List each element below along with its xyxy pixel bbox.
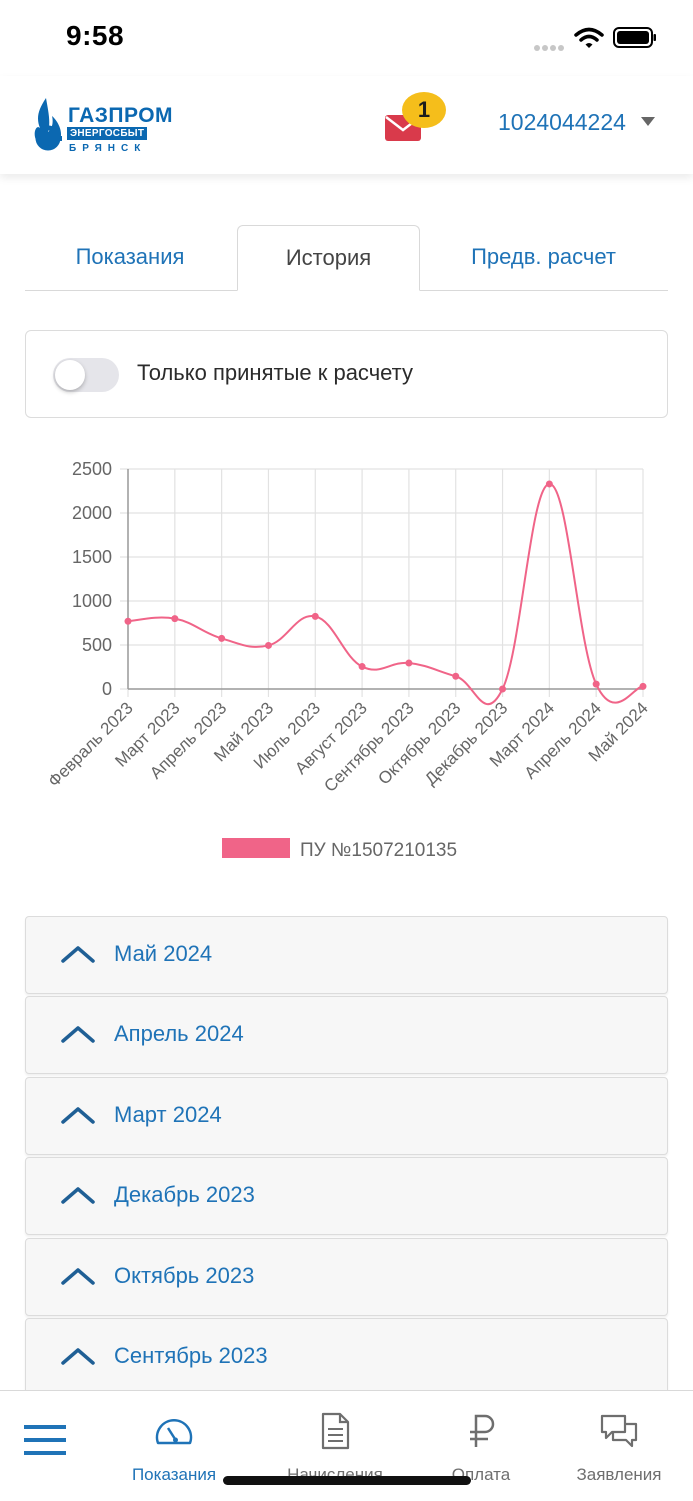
app-header: ГАЗПРОМ ЭНЕРГОСБЫТ БРЯНСК 1 1024044224 [0,76,693,174]
data-point [264,641,272,649]
data-point [639,682,647,690]
history-item[interactable]: Март 2024 [25,1077,668,1155]
ruble-icon [470,1414,495,1447]
history-item-label: Март 2024 [114,1102,222,1127]
tabs: Показания История Предв. расчет [25,225,668,291]
data-point [545,480,553,488]
y-tick-label: 2000 [72,503,112,523]
history-item-label: Октябрь 2023 [114,1263,255,1288]
notification-badge: 1 [402,92,446,128]
nav-readings[interactable]: Показания [105,1391,243,1501]
data-point [171,615,179,623]
nav-readings-label: Показания [131,1465,217,1484]
filter-label: Только принятые к расчету [137,360,413,385]
x-tick-label: Декабрь 2023 [421,698,511,788]
battery-icon [613,27,656,48]
toggle-knob [55,360,85,390]
data-point [592,680,600,688]
legend-swatch [222,838,290,858]
y-tick-label: 2500 [72,459,112,479]
legend-label: ПУ №1507210135 [300,840,457,861]
chevron-up-icon [61,1268,95,1285]
history-item[interactable]: Октябрь 2023 [25,1238,668,1316]
history-item-label: Декабрь 2023 [114,1182,255,1207]
data-point [499,685,507,693]
data-point [405,659,413,667]
data-point [124,617,132,625]
tab-history[interactable]: История [237,225,420,291]
chevron-up-icon [61,1348,95,1365]
history-item[interactable]: Май 2024 [25,916,668,994]
chevron-up-icon [61,946,95,963]
logo-subtitle: ЭНЕРГОСБЫТ [67,127,148,140]
gauge-icon [155,1419,193,1445]
data-point [218,634,226,642]
data-point [452,672,460,680]
flame-logo-icon [34,98,62,151]
chat-icon [600,1414,638,1448]
logo-city: БРЯНСК [69,143,147,154]
logo-word: ГАЗПРОМ [68,104,174,127]
series-line [127,482,644,706]
accepted-only-toggle[interactable] [53,358,119,392]
nav-requests[interactable]: Заявления [550,1391,688,1501]
y-tick-label: 1500 [72,547,112,567]
tab-estimate[interactable]: Предв. расчет [471,244,616,269]
history-item-label: Май 2024 [114,941,213,966]
home-indicator [223,1476,471,1485]
y-tick-label: 1000 [72,591,112,611]
nav-menu[interactable] [0,1391,92,1501]
history-item-label: Апрель 2024 [114,1021,244,1046]
account-selector[interactable]: 1024044224 [498,109,626,135]
wifi-icon [574,27,604,48]
x-tick-label: Октябрь 2023 [374,698,464,788]
document-icon [321,1412,350,1450]
notifications-button[interactable]: 1 [384,92,448,152]
chevron-up-icon [61,1107,95,1124]
status-time: 9:58 [66,20,125,51]
chevron-up-icon [61,1026,95,1043]
status-bar: 9:58 [0,0,693,76]
history-item-label: Сентябрь 2023 [114,1343,268,1368]
history-item[interactable]: Апрель 2024 [25,996,668,1074]
menu-icon [24,1425,66,1455]
tab-readings[interactable]: Показания [75,244,185,269]
history-item[interactable]: Декабрь 2023 [25,1157,668,1235]
data-point [358,663,366,671]
nav-requests-label: Заявления [576,1465,662,1484]
filter-card: Только принятые к расчету [25,330,668,418]
signal-icon [534,38,566,56]
history-item[interactable]: Сентябрь 2023 [25,1318,668,1396]
gazprom-logo[interactable]: ГАЗПРОМ ЭНЕРГОСБЫТ БРЯНСК [24,88,173,158]
caret-down-icon[interactable] [641,117,655,126]
data-point [311,612,319,620]
y-tick-label: 0 [102,679,112,699]
chevron-up-icon [61,1187,95,1204]
y-tick-label: 500 [82,635,112,655]
